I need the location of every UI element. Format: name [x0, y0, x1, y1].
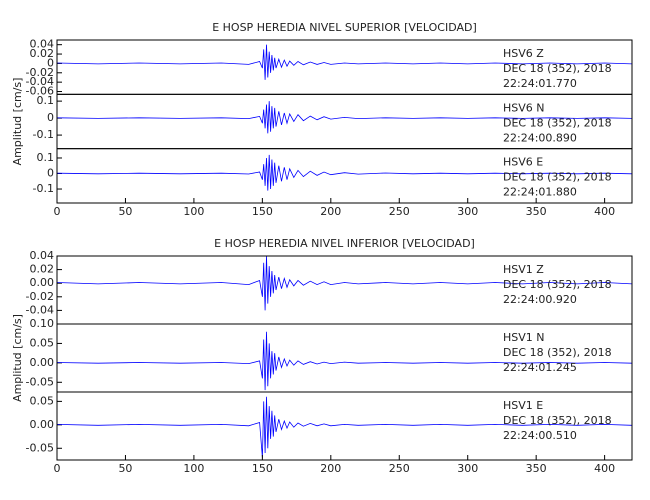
y-tick-label: 0.02	[30, 263, 55, 276]
x-tick-label: 100	[183, 462, 204, 475]
y-tick-label: 0.10	[30, 317, 55, 330]
y-tick-label: 0.04	[30, 38, 55, 51]
trace	[56, 396, 633, 458]
y-tick-label: 0	[47, 111, 54, 124]
date-label: DEC 18 (352), 2018	[503, 116, 612, 129]
chart-title: E HOSP HEREDIA NIVEL INFERIOR [VELOCIDAD…	[214, 237, 475, 250]
station-label: HSV1 N	[503, 331, 545, 344]
date-label: DEC 18 (352), 2018	[503, 414, 612, 427]
date-label: DEC 18 (352), 2018	[503, 346, 612, 359]
time-label: 22:24:00.510	[503, 429, 577, 442]
x-tick-label: 300	[457, 205, 478, 218]
y-tick-label: -0.1	[33, 128, 54, 141]
y-tick-label: -0.05	[26, 441, 54, 454]
y-tick-label: 0	[47, 56, 54, 69]
trace	[56, 331, 633, 391]
y-axis-label: Amplitud [cm/s]	[11, 78, 24, 166]
y-tick-label: 0.00	[30, 418, 55, 431]
x-tick-label: 0	[54, 462, 61, 475]
x-tick-label: 350	[526, 205, 547, 218]
trace	[56, 154, 633, 191]
y-tick-label: -0.04	[26, 75, 54, 88]
x-tick-label: 0	[54, 205, 61, 218]
time-label: 22:24:00.890	[503, 131, 577, 144]
x-tick-label: 400	[594, 205, 615, 218]
station-label: HSV1 Z	[503, 263, 544, 276]
y-tick-label: -0.02	[26, 66, 54, 79]
y-tick-label: -0.02	[26, 290, 54, 303]
x-tick-label: 50	[118, 462, 132, 475]
x-tick-label: 100	[183, 205, 204, 218]
station-label: HSV6 Z	[503, 47, 544, 60]
x-tick-label: 250	[389, 462, 410, 475]
x-tick-label: 150	[252, 205, 273, 218]
y-tick-label: 0.00	[30, 356, 55, 369]
station-label: HSV6 E	[503, 156, 543, 169]
x-tick-label: 350	[526, 462, 547, 475]
y-tick-label: 0.04	[30, 249, 55, 262]
time-label: 22:24:01.245	[503, 361, 577, 374]
y-tick-label: 0.1	[37, 151, 55, 164]
y-tick-label: -0.04	[26, 303, 54, 316]
time-label: 22:24:00.920	[503, 293, 577, 306]
y-tick-label: -0.06	[26, 85, 54, 98]
x-tick-label: 400	[594, 462, 615, 475]
y-tick-label: -0.05	[26, 375, 54, 388]
date-label: DEC 18 (352), 2018	[503, 278, 612, 291]
chart-title: E HOSP HEREDIA NIVEL SUPERIOR [VELOCIDAD…	[212, 21, 477, 34]
y-tick-label: 0.00	[30, 276, 55, 289]
x-tick-label: 200	[320, 462, 341, 475]
x-tick-label: 250	[389, 205, 410, 218]
y-tick-label: 0	[47, 167, 54, 180]
y-axis-label: Amplitud [cm/s]	[11, 314, 24, 402]
panel-frame	[56, 148, 633, 204]
trace	[56, 255, 633, 311]
station-label: HSV6 N	[503, 101, 545, 114]
y-tick-label: 0.02	[30, 47, 55, 60]
x-tick-label: 200	[320, 205, 341, 218]
trace	[56, 101, 633, 134]
time-label: 22:24:01.880	[503, 186, 577, 199]
panel-frame	[56, 391, 633, 461]
x-tick-label: 50	[118, 205, 132, 218]
x-tick-label: 150	[252, 462, 273, 475]
time-label: 22:24:01.770	[503, 77, 577, 90]
station-label: HSV1 E	[503, 399, 543, 412]
y-tick-label: 0.05	[30, 394, 55, 407]
date-label: DEC 18 (352), 2018	[503, 62, 612, 75]
date-label: DEC 18 (352), 2018	[503, 171, 612, 184]
x-tick-label: 300	[457, 462, 478, 475]
y-tick-label: 0.1	[37, 94, 55, 107]
y-tick-label: -0.1	[33, 182, 54, 195]
trace	[56, 44, 633, 80]
y-tick-label: 0.05	[30, 336, 55, 349]
